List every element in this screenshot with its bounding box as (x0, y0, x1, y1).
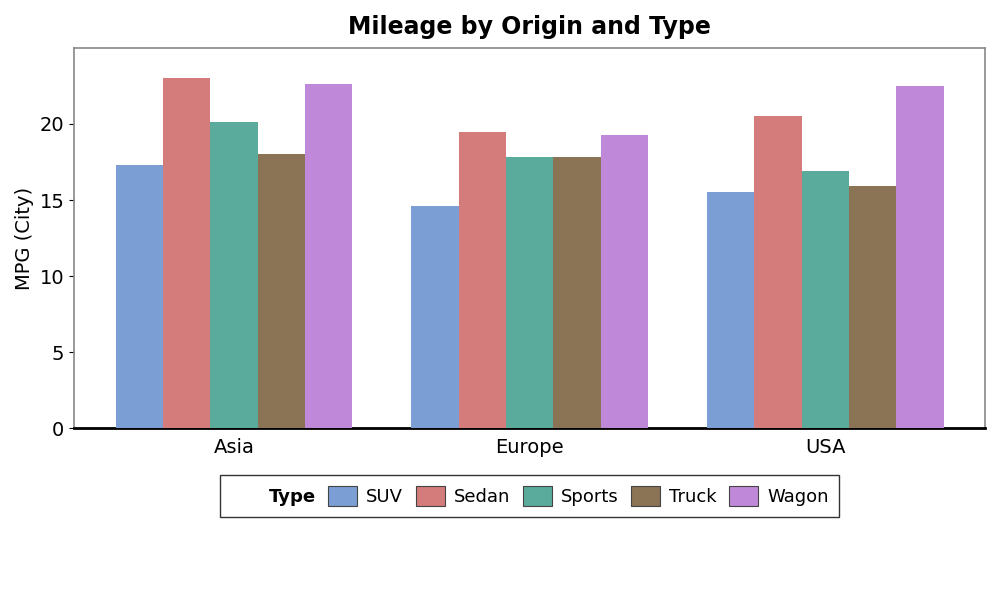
Bar (896, 86, 944, 428)
Title: Mileage by Origin and Type: Mileage by Origin and Type (348, 15, 711, 39)
Legend: Type, SUV, Sedan, Sports, Truck, Wagon: Type, SUV, Sedan, Sports, Truck, Wagon (220, 475, 839, 517)
Bar (258, 154, 305, 428)
Bar (506, 157, 553, 428)
Bar (553, 157, 601, 428)
Bar (707, 193, 754, 428)
Bar (116, 165, 163, 428)
Bar (802, 171, 849, 428)
Bar (210, 122, 258, 428)
Bar (305, 85, 352, 428)
Bar (849, 187, 896, 428)
Bar (163, 79, 210, 428)
Bar (459, 131, 506, 428)
Bar (754, 116, 802, 428)
Bar (411, 206, 459, 428)
Bar (601, 134, 648, 428)
Y-axis label: MPG (City): MPG (City) (15, 187, 34, 290)
